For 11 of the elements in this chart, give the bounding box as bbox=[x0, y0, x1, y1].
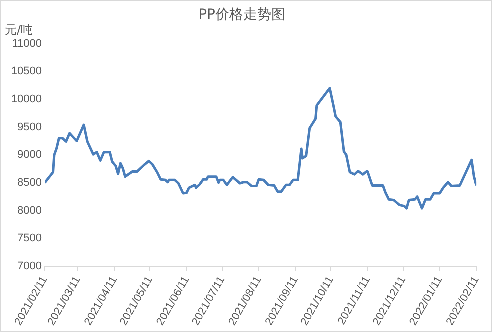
y-tick-label: 10000 bbox=[11, 93, 42, 106]
y-tick-label: 10500 bbox=[11, 66, 42, 78]
y-tick-label: 9000 bbox=[18, 149, 42, 162]
y-tick-label: 7500 bbox=[18, 232, 42, 245]
y-tick-label: 8500 bbox=[18, 176, 42, 189]
chart-title: PP价格走势图 bbox=[198, 7, 286, 24]
y-tick-label: 7000 bbox=[18, 260, 42, 272]
y-tick-label: 8000 bbox=[18, 204, 42, 217]
y-tick-label: 11000 bbox=[12, 38, 42, 50]
y-tick-label: 9500 bbox=[18, 121, 42, 134]
y-axis-title: 元/吨 bbox=[5, 22, 34, 37]
